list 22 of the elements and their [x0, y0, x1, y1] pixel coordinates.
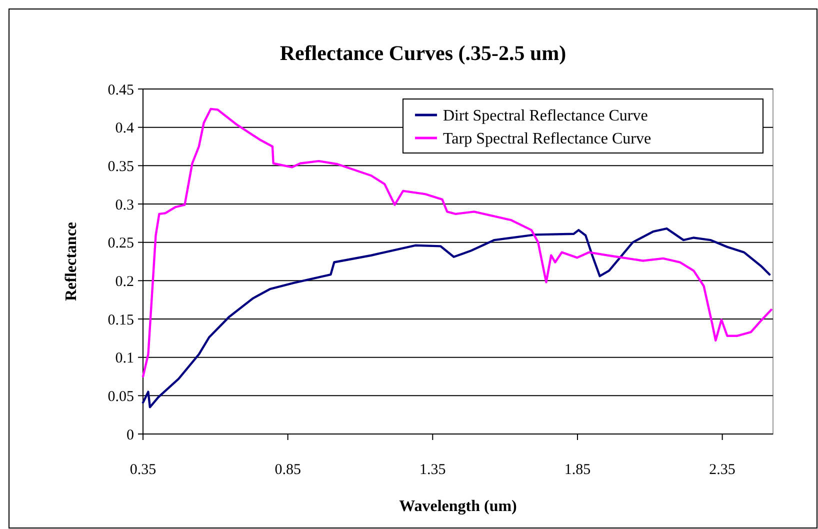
y-tick-label: 0.15: [108, 312, 134, 328]
y-tick-label: 0.1: [115, 350, 134, 367]
legend-label: Tarp Spectral Reflectance Curve: [443, 130, 652, 148]
y-tick-label: 0.25: [108, 236, 134, 252]
y-tick-label: 0: [126, 427, 134, 444]
line-series: [142, 108, 772, 378]
x-tick-label: 2.35: [709, 462, 736, 478]
y-tick-label: 0.45: [108, 82, 134, 98]
y-axis-title: Reflectance: [63, 222, 80, 302]
y-tick-label: 0.2: [115, 274, 134, 290]
x-tick-label: 0.35: [130, 462, 156, 478]
x-tick-label: 1.35: [420, 462, 446, 478]
y-tick-label: 0.4: [115, 120, 134, 137]
y-tick-label: 0.05: [108, 388, 134, 405]
legend-label: Dirt Spectral Reflectance Curve: [443, 108, 648, 125]
y-tick-label: 0.35: [108, 158, 134, 175]
line-series: [142, 227, 771, 408]
x-tick-label: 1.85: [564, 462, 591, 478]
x-axis-title: Wavelength (um): [399, 498, 517, 515]
x-tick-label: 0.85: [274, 462, 301, 478]
y-tick-label: 0.3: [115, 197, 134, 214]
chart-title: Reflectance Curves (.35-2.5 um): [280, 41, 566, 65]
